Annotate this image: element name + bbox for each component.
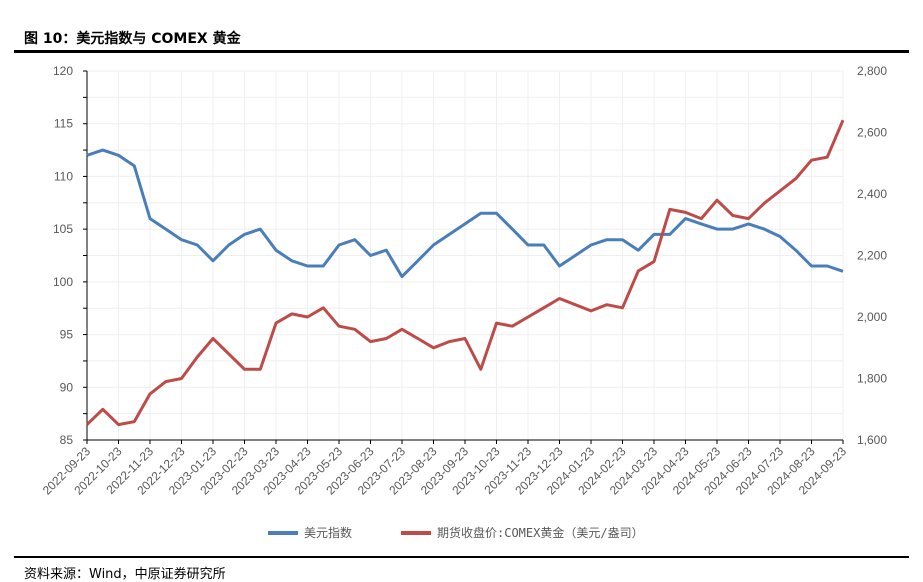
y-right-tick-label: 2,600 xyxy=(857,126,887,140)
y-right-tick-label: 1,800 xyxy=(857,372,887,386)
y-right-tick-label: 1,600 xyxy=(857,433,887,447)
top-rule xyxy=(14,50,909,53)
y-left-tick-label: 120 xyxy=(53,64,73,78)
figure-title: 图 10：美元指数与 COMEX 黄金 xyxy=(24,31,241,47)
bottom-rule xyxy=(14,556,909,558)
y-right-tick-label: 2,000 xyxy=(857,310,887,324)
source-note: 资料来源：Wind，中原证券研究所 xyxy=(24,567,226,582)
legend-label: 美元指数 xyxy=(304,525,352,540)
y-left-tick-label: 110 xyxy=(54,169,73,183)
y-left-tick-label: 85 xyxy=(60,433,74,447)
y-left-tick-label: 115 xyxy=(54,117,73,131)
y-left-tick-label: 90 xyxy=(60,380,74,394)
y-left-tick-label: 95 xyxy=(60,328,74,342)
y-left-tick-label: 100 xyxy=(53,275,73,289)
y-right-tick-label: 2,800 xyxy=(857,64,887,78)
y-left-tick-label: 105 xyxy=(53,222,73,236)
legend-label: 期货收盘价:COMEX黄金（美元/盎司） xyxy=(437,525,644,540)
y-right-tick-label: 2,200 xyxy=(857,249,887,263)
y-right-tick-label: 2,400 xyxy=(857,187,887,201)
